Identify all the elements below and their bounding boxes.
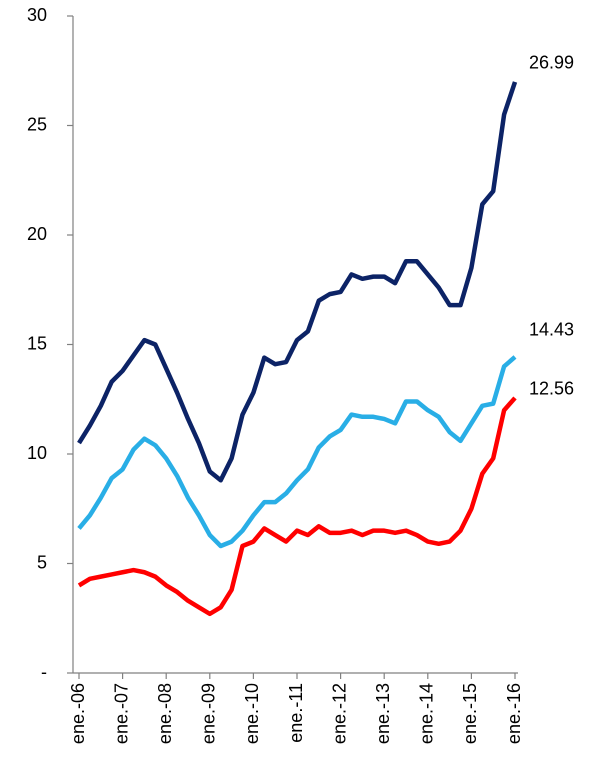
x-tick-label: ene.-16 bbox=[504, 683, 524, 744]
x-tick-label: ene.-13 bbox=[373, 683, 393, 744]
y-tick-label: 5 bbox=[37, 552, 47, 572]
y-tick-label: 25 bbox=[27, 114, 47, 134]
y-tick-label: - bbox=[41, 662, 47, 682]
series-line bbox=[77, 396, 517, 617]
x-tick-label: ene.-06 bbox=[68, 683, 88, 744]
x-tick-label: ene.-09 bbox=[199, 683, 219, 744]
x-tick-label: ene.-15 bbox=[460, 683, 480, 744]
x-tick-label: ene.-11 bbox=[286, 683, 306, 743]
series-line bbox=[77, 81, 518, 483]
x-tick-label: ene.-12 bbox=[329, 683, 349, 744]
x-tick-label: ene.-10 bbox=[242, 683, 262, 744]
y-tick-label: 20 bbox=[27, 224, 47, 244]
end-value-label: 26.99 bbox=[529, 53, 574, 73]
end-value-label: 12.56 bbox=[529, 379, 574, 399]
y-tick-label: 30 bbox=[27, 5, 47, 25]
series-line bbox=[77, 355, 517, 549]
y-tick-label: 15 bbox=[27, 333, 47, 353]
y-tick-label: 10 bbox=[27, 443, 47, 463]
end-value-label: 14.43 bbox=[529, 320, 574, 340]
x-tick-label: ene.-14 bbox=[417, 683, 437, 744]
x-tick-label: ene.-08 bbox=[155, 683, 175, 744]
x-tick-label: ene.-07 bbox=[111, 683, 131, 744]
